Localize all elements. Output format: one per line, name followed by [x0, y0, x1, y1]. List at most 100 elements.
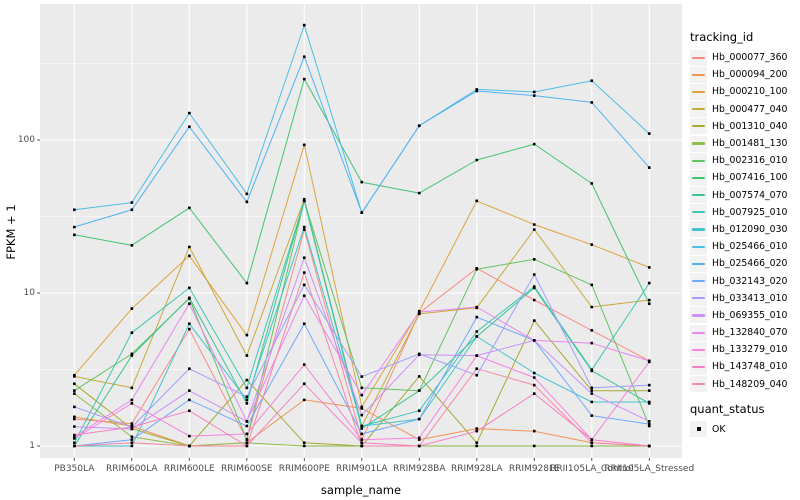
legend-line-swatch — [692, 262, 705, 265]
y-axis-title: FPKM + 1 — [4, 204, 18, 260]
data-point — [245, 438, 249, 441]
legend-entry-label: Hb_000477_040 — [712, 103, 788, 115]
legend-line-swatch — [692, 279, 705, 283]
x-tick-label-RRIM600LA: RRIM600LA — [106, 464, 158, 474]
data-point — [188, 434, 191, 438]
data-point — [590, 392, 594, 395]
data-point — [475, 330, 479, 333]
legend-entry-Hb_132840_070: Hb_132840_070 — [690, 324, 798, 341]
data-point — [130, 331, 134, 335]
legend-line-swatch — [692, 228, 705, 231]
data-point — [188, 389, 191, 392]
data-point — [590, 101, 594, 104]
legend-entry-label: Hb_148209_040 — [712, 378, 788, 390]
data-point — [590, 386, 594, 390]
data-point — [417, 444, 421, 448]
legend-title-quant-status: quant_status — [690, 401, 765, 416]
data-point — [73, 225, 76, 229]
legend-entry-Hb_148209_040: Hb_148209_040 — [690, 376, 798, 393]
legend-key-box — [690, 324, 707, 341]
data-point — [647, 422, 651, 426]
data-point — [188, 206, 191, 210]
legend-key-box — [690, 83, 707, 100]
data-point — [590, 79, 594, 83]
data-point — [302, 55, 306, 59]
data-point — [302, 23, 306, 27]
data-point — [647, 166, 651, 169]
data-point — [73, 233, 76, 237]
legend-entry-ok: OK — [690, 421, 798, 438]
legend-line-swatch — [692, 108, 705, 111]
data-point — [360, 180, 364, 184]
data-point — [245, 398, 249, 402]
legend-line-swatch — [692, 159, 705, 162]
y-tick-label-100: 100 — [17, 135, 35, 145]
data-point — [532, 429, 536, 433]
data-point — [475, 335, 479, 338]
legend-entry-Hb_069355_010: Hb_069355_010 — [690, 307, 798, 324]
data-point — [417, 409, 421, 413]
legend-entry-Hb_007574_070: Hb_007574_070 — [690, 187, 798, 204]
legend-key-box — [690, 152, 707, 169]
data-point — [417, 353, 421, 357]
legend-entry-Hb_032143_020: Hb_032143_020 — [690, 272, 798, 290]
data-point — [188, 254, 191, 258]
legend-key-box — [690, 273, 707, 290]
data-point — [590, 243, 594, 246]
data-point — [73, 375, 76, 378]
data-point — [245, 386, 249, 390]
data-point — [188, 111, 191, 115]
legend-line-swatch — [692, 314, 705, 317]
data-point — [130, 386, 134, 390]
data-point — [475, 305, 479, 309]
legend-entry-label: Hb_007574_070 — [712, 189, 788, 201]
data-point — [130, 438, 134, 441]
data-point — [302, 294, 306, 298]
data-point — [532, 90, 536, 94]
data-point — [130, 208, 134, 212]
data-point — [532, 392, 536, 395]
x-axis-title: sample_name — [320, 483, 402, 497]
legend-entry-label: Hb_032143_020 — [712, 275, 788, 287]
data-point — [590, 305, 594, 309]
legend-line-swatch — [692, 73, 705, 76]
data-point — [188, 409, 191, 413]
legend-key-box — [690, 118, 707, 135]
data-point — [417, 375, 421, 378]
legend-entry-Hb_133279_010: Hb_133279_010 — [690, 341, 798, 358]
legend-entry-label: Hb_007416_100 — [712, 172, 788, 184]
legend-entry-Hb_007925_010: Hb_007925_010 — [690, 204, 798, 221]
legend-entry-label: Hb_033413_010 — [712, 292, 788, 304]
data-point — [417, 310, 421, 314]
data-point — [302, 199, 306, 203]
legend-entry-label: Hb_001310_040 — [712, 120, 788, 132]
data-point — [245, 192, 249, 196]
data-point — [360, 424, 364, 428]
data-point — [188, 327, 191, 331]
legend-key-box — [690, 169, 707, 186]
legend-key-box — [690, 135, 707, 152]
data-point — [532, 444, 536, 448]
data-point — [302, 271, 306, 274]
legend-entry-label: Hb_025466_020 — [712, 258, 788, 270]
data-point — [532, 371, 536, 375]
data-point — [647, 298, 651, 302]
data-point — [302, 143, 306, 147]
x-tick-label-RRIM928LE: RRIM928LE — [508, 464, 560, 474]
data-point — [475, 373, 479, 377]
data-point — [360, 375, 364, 378]
data-point — [188, 125, 191, 129]
legend-key-box — [690, 49, 707, 66]
data-point — [590, 444, 594, 448]
legend-key-box — [690, 204, 707, 221]
data-point — [532, 273, 536, 276]
legend-key-box — [690, 307, 707, 324]
data-point — [360, 438, 364, 441]
data-point — [417, 417, 421, 421]
data-point — [532, 142, 536, 146]
legend-entry-Hb_002316_010: Hb_002316_010 — [690, 152, 798, 169]
legend-line-swatch — [692, 383, 705, 386]
data-point — [532, 223, 536, 226]
